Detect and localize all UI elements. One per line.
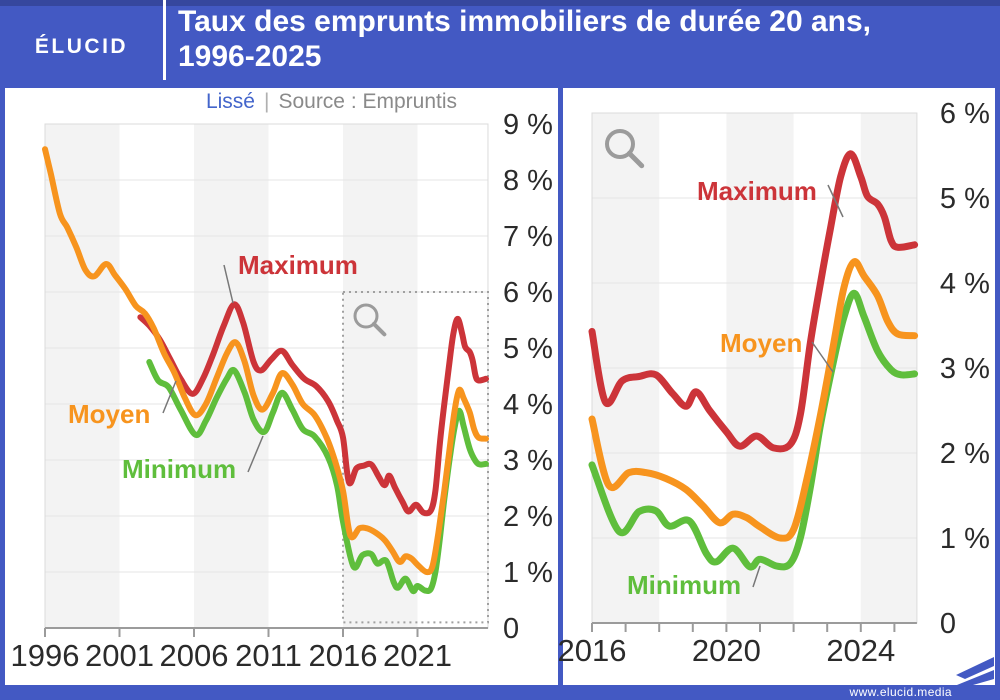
page-title-line1: Taux des emprunts immobiliers de durée 2… xyxy=(178,5,872,38)
y-tick-label: 2 % xyxy=(503,501,553,533)
y-tick-label: 6 % xyxy=(503,277,553,309)
annotation-label-moyen: Moyen xyxy=(720,328,802,358)
series-line-moyen xyxy=(42,146,489,576)
y-tick-label: 1 % xyxy=(503,557,553,589)
zoom-region-box xyxy=(342,291,489,624)
subtitle-source: Source : Empruntis xyxy=(278,90,458,113)
chart-zoom: 6 % 5 % 4 % 3 % 2 % 1 % 0 2016 2020 2024 Maximum Mo… xyxy=(558,98,990,668)
annotation-connector-moyen xyxy=(162,380,177,414)
annotation-connector-minimum xyxy=(752,565,761,588)
y-tick-label: 4 % xyxy=(503,389,553,421)
x-tick-label: 1996 xyxy=(11,638,80,673)
y-tick-label: 3 % xyxy=(940,353,990,385)
series-line-moyen xyxy=(588,258,919,542)
y-tick-label: 2 % xyxy=(940,438,990,470)
magnifier-icon xyxy=(353,303,387,337)
y-tick-label: 5 % xyxy=(503,333,553,365)
y-tick-label: 1 % xyxy=(940,523,990,555)
annotation-label-maximum: Maximum xyxy=(238,250,358,280)
annotation-connector-maximum xyxy=(223,264,234,304)
x-tick-label: 2001 xyxy=(85,638,154,673)
header-divider xyxy=(163,0,166,80)
footer: www.elucid.media xyxy=(0,685,1000,700)
annotation-label-moyen: Moyen xyxy=(68,399,150,429)
y-tick-label: 4 % xyxy=(940,268,990,300)
y-tick-label: 7 % xyxy=(503,221,553,253)
y-tick-label: 0 xyxy=(503,613,519,645)
annotation-connector-moyen xyxy=(811,341,834,373)
magnifier-icon xyxy=(605,129,645,169)
annotation-label-maximum: Maximum xyxy=(697,176,817,206)
x-tick-label: 2016 xyxy=(309,638,378,673)
y-tick-label: 9 % xyxy=(503,109,553,141)
series-line-maximum xyxy=(588,150,919,453)
header: ÉLUCID Taux des emprunts immobiliers de … xyxy=(0,0,1000,88)
y-tick-label: 8 % xyxy=(503,165,553,197)
y-tick-label: 5 % xyxy=(940,183,990,215)
panel-divider xyxy=(558,88,563,685)
subtitle-mode[interactable]: Lissé xyxy=(205,90,255,113)
subtitle: Lissé | Source : Empruntis xyxy=(55,89,608,115)
annotation-connector-maximum xyxy=(827,184,844,218)
brand-logo: ÉLUCID xyxy=(34,35,129,58)
header-top-strip xyxy=(0,0,1000,6)
flag-icon xyxy=(952,657,994,691)
content-area: Lissé | Source : Empruntis 9 % 8 % 7 % 6 % 5 %… xyxy=(5,88,995,685)
series-line-maximum xyxy=(137,301,489,517)
series-line-minimum xyxy=(588,289,919,571)
chart-overview: 9 % 8 % 7 % 6 % 5 % 4 % 3 % 2 % 1 % 0 1996 2001 2006… xyxy=(11,109,553,673)
x-tick-label: 2021 xyxy=(383,638,452,673)
y-tick-label: 6 % xyxy=(940,98,990,130)
y-tick-label: 0 xyxy=(940,608,956,640)
x-tick-label: 2011 xyxy=(235,638,302,673)
subtitle-separator: | xyxy=(263,90,270,113)
x-tick-label: 2024 xyxy=(826,633,895,668)
plot-band xyxy=(343,124,418,628)
footer-url: www.elucid.media xyxy=(849,685,952,699)
x-tick-label: 2006 xyxy=(160,638,229,673)
page-title-line2: 1996-2025 xyxy=(178,40,322,73)
annotation-connector-minimum xyxy=(247,435,264,473)
x-tick-label: 2016 xyxy=(558,633,627,668)
y-tick-label: 3 % xyxy=(503,445,553,477)
x-tick-label: 2020 xyxy=(692,633,761,668)
annotation-label-minimum: Minimum xyxy=(627,570,741,600)
page-title: Taux des emprunts immobiliers de durée 2… xyxy=(178,4,871,74)
annotation-label-minimum: Minimum xyxy=(122,454,236,484)
